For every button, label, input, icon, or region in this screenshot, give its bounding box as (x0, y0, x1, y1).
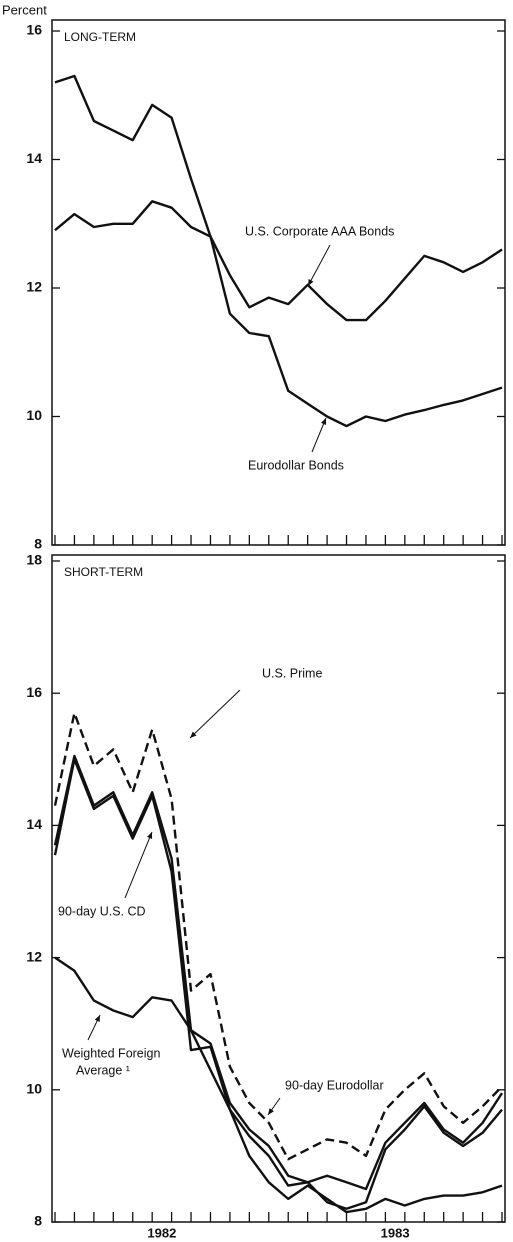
arrow-head (308, 279, 314, 286)
arrow-head (147, 832, 153, 839)
annotation-arrow (124, 831, 153, 899)
arrow-head (321, 418, 327, 425)
line-series (54, 74, 503, 428)
annotation-arrow (307, 244, 331, 287)
y-axis-label: Percent (2, 2, 47, 17)
annotation: U.S. Prime (262, 666, 322, 680)
annotation: Weighted Foreign (62, 1046, 160, 1060)
panel-label: LONG-TERM (64, 30, 136, 44)
y-tick-label: 12 (26, 948, 42, 964)
y-tick-label: 10 (26, 407, 42, 423)
plot-frame (51, 19, 506, 546)
panel-label: SHORT-TERM (64, 565, 143, 579)
line-series (53, 758, 503, 1210)
y-tick-label: 8 (34, 1213, 42, 1229)
plot-frame (51, 554, 506, 1223)
y-tick-label: 18 (26, 552, 42, 568)
y-tick-label: 16 (26, 684, 42, 700)
line-series (54, 956, 503, 1214)
y-tick-label: 10 (26, 1081, 42, 1097)
y-tick-label: 8 (34, 536, 42, 552)
x-tick-label: 1983 (381, 1225, 410, 1240)
y-tick-label: 16 (26, 22, 42, 38)
y-tick-label: 14 (26, 816, 42, 832)
x-tick-label: 1982 (147, 1225, 176, 1240)
annotation: 90-day U.S. CD (58, 904, 146, 918)
arrow-head (268, 1108, 274, 1115)
annotation-arrow (189, 689, 241, 739)
y-tick-label: 14 (26, 150, 42, 166)
arrow-head (94, 1015, 100, 1022)
annotation: Eurodollar Bonds (248, 458, 344, 472)
annotation: U.S. Corporate AAA Bonds (245, 224, 394, 238)
arrow-head (190, 731, 197, 738)
annotation: Average ¹ (76, 1063, 130, 1077)
annotation: 90-day Eurodollar (285, 1078, 384, 1092)
line-series (53, 754, 504, 1191)
y-tick-label: 12 (26, 279, 42, 295)
line-series (53, 711, 503, 1161)
line-series (54, 200, 503, 322)
